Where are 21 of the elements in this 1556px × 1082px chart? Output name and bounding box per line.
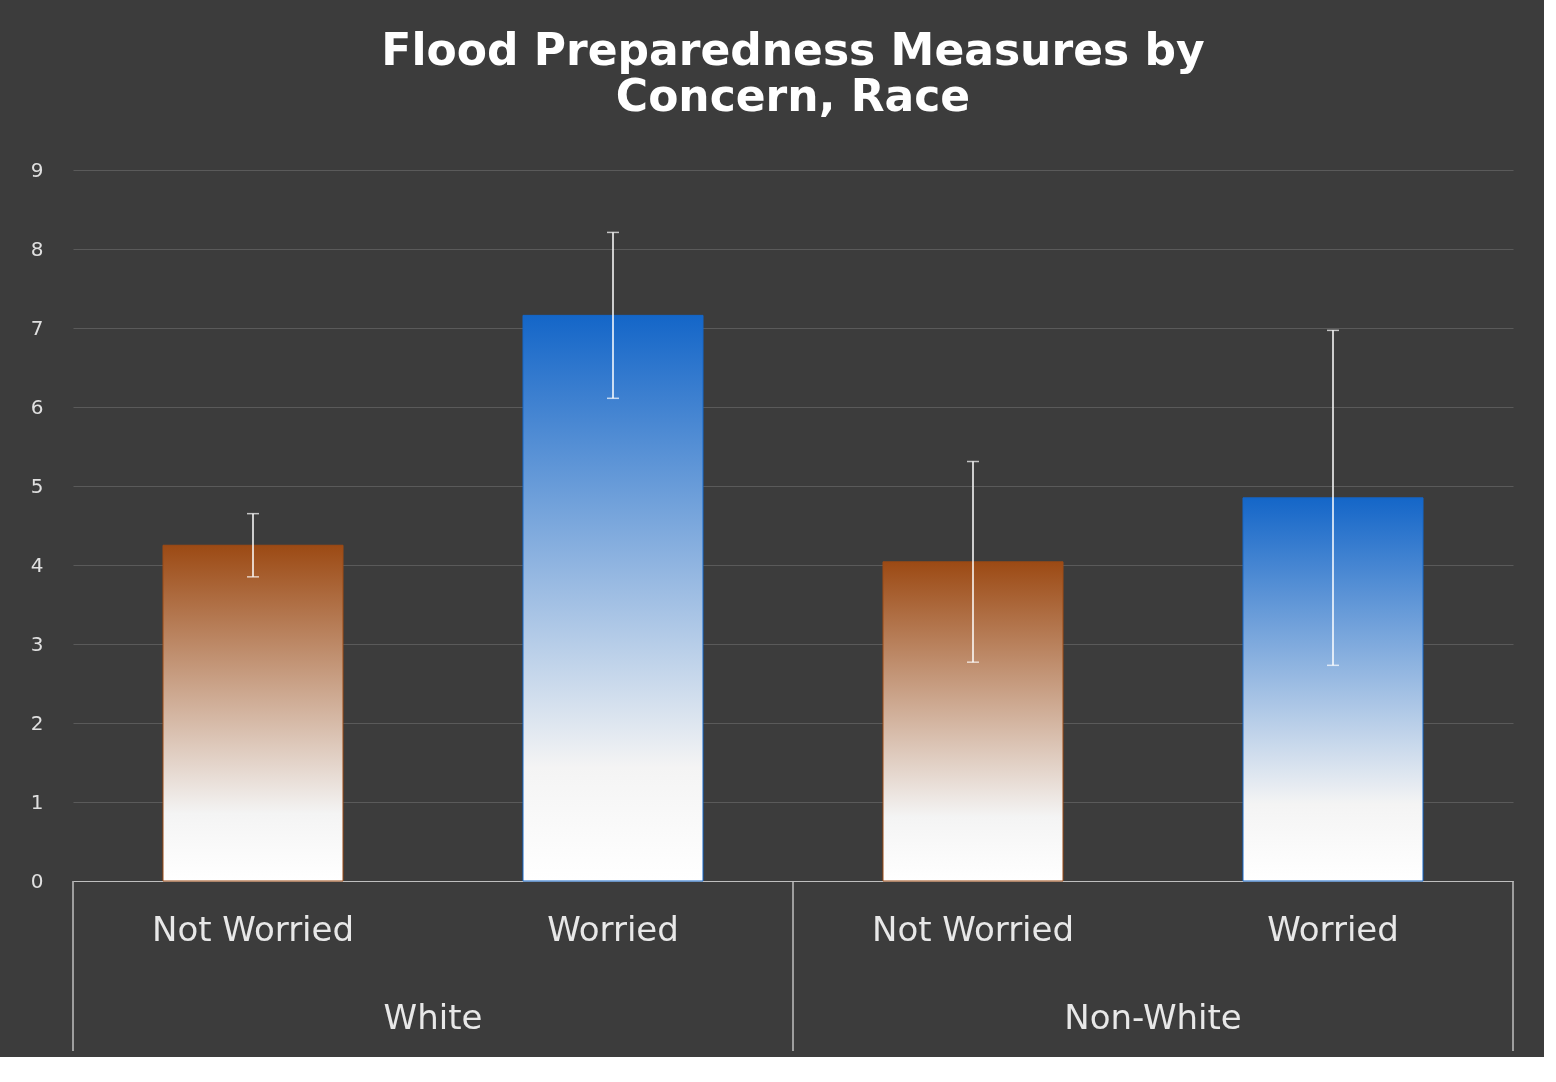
bar: [162, 544, 344, 882]
y-tick-label: 5: [30, 473, 44, 498]
chart-title: Flood Preparedness Measures by Concern, Race: [381, 24, 1205, 121]
x-tick-label: Not Worried: [151, 908, 355, 949]
y-tick-label: 8: [30, 236, 44, 261]
bar: [1242, 497, 1424, 882]
y-tick-label: 2: [30, 710, 44, 735]
x-tick-label: Worried: [1267, 908, 1399, 949]
bar: [522, 314, 704, 882]
x-tick-label: Not Worried: [871, 908, 1075, 949]
y-tick-label: 6: [30, 394, 44, 419]
y-tick-label: 9: [30, 157, 44, 182]
y-tick-label: 7: [30, 315, 44, 340]
text: White: [383, 997, 483, 1037]
x-tick-label: Worried: [547, 908, 679, 949]
text: Non-White: [1064, 997, 1242, 1037]
y-tick-label: 1: [30, 789, 44, 814]
y-tick-label: 0: [30, 868, 44, 893]
bar: [882, 561, 1064, 882]
y-tick-label: 3: [30, 631, 44, 656]
y-tick-label: 4: [30, 552, 44, 577]
